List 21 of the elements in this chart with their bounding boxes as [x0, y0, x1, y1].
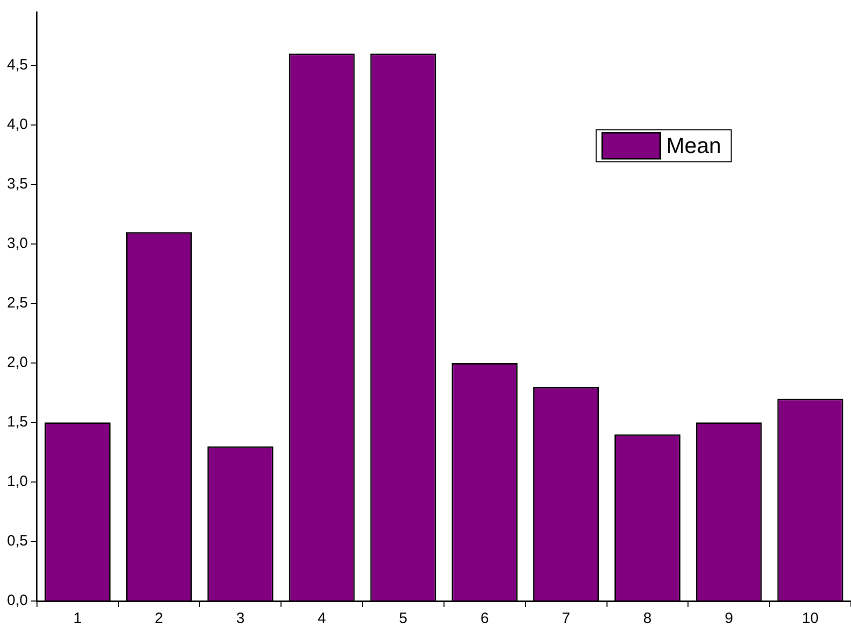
x-tick-label: 6	[480, 610, 489, 628]
y-tick-label: 0,0	[6, 592, 28, 610]
x-tick-label: 4	[318, 610, 326, 628]
y-tick-label: 3,0	[6, 235, 28, 252]
y-tick-label: 2,5	[6, 294, 28, 312]
x-tick-label: 10	[802, 610, 819, 628]
y-tick-label: 4,0	[6, 116, 28, 134]
x-tick-label: 3	[236, 610, 245, 628]
x-tick-label: 2	[154, 610, 164, 628]
y-tick-label: 0,5	[6, 532, 28, 550]
legend-label: Mean	[666, 132, 722, 158]
y-tick-label: 4,5	[6, 56, 28, 74]
y-tick-label: 3,5	[6, 176, 28, 193]
y-tick-label: 1,5	[6, 414, 28, 431]
y-tick-label: 1,0	[6, 473, 28, 490]
x-tick-label: 5	[399, 610, 408, 628]
x-tick-label: 9	[724, 610, 734, 628]
x-tick-label: 8	[643, 610, 652, 628]
x-tick-label: 1	[73, 610, 82, 628]
x-tick-label: 7	[562, 610, 570, 628]
y-tick-label: 2,0	[6, 354, 28, 372]
